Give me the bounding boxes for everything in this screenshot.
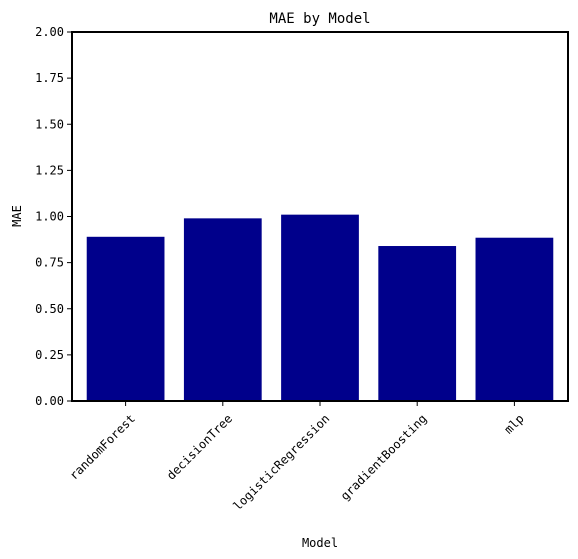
- y-tick-label: 0.75: [35, 256, 64, 270]
- y-axis-ticks: 0.00 0.25 0.50 0.75 1.00 1.25 1.50 1.75 2.00: [35, 25, 72, 408]
- bar-randomForest: [86, 236, 165, 401]
- y-tick-label: 1.50: [35, 117, 64, 131]
- bar-decisionTree: [183, 218, 262, 401]
- y-tick-label: 1.25: [35, 163, 64, 177]
- x-tick-label: logisticRegression: [230, 411, 332, 513]
- y-tick-label: 1.00: [35, 210, 64, 224]
- bar-gradientBoosting: [378, 246, 457, 401]
- y-tick-label: 1.75: [35, 71, 64, 85]
- y-axis-label: MAE: [10, 205, 24, 227]
- x-tick-label: mlp: [502, 411, 527, 436]
- bars-group: [86, 214, 554, 401]
- y-tick-label: 0.00: [35, 394, 64, 408]
- plot-frame: [71, 31, 569, 402]
- x-tick-label: randomForest: [67, 411, 138, 482]
- x-axis-label: Model: [302, 536, 338, 550]
- x-axis-ticks: randomForest decisionTreelogisticRegressi…: [67, 401, 527, 513]
- chart-title: MAE by Model: [269, 11, 370, 27]
- bar-logisticRegression: [281, 214, 359, 401]
- x-tick-label: gradientBoosting: [338, 411, 430, 503]
- x-tick-label: decisionTree: [164, 411, 235, 482]
- bar-mlp: [475, 237, 554, 401]
- y-tick-label: 0.50: [35, 302, 64, 316]
- y-tick-label: 0.25: [35, 348, 64, 362]
- y-tick-label: 2.00: [35, 25, 64, 39]
